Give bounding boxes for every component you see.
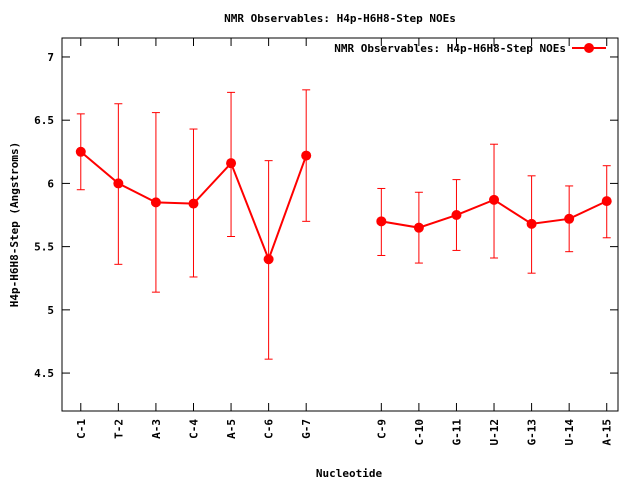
x-tick-label: C-4: [187, 419, 200, 439]
series-layer: [75, 89, 612, 360]
y-tick-label: 4.5: [34, 367, 54, 380]
y-tick-label: 5.5: [34, 241, 54, 254]
data-point: [263, 254, 274, 265]
x-tick-label: C-10: [413, 419, 426, 446]
data-point: [376, 216, 387, 227]
data-point: [489, 194, 500, 205]
legend: NMR Observables: H4p-H6H8-Step NOEs: [334, 42, 606, 55]
x-axis: C-1 T-2 A-3 C-4 A-5 C-6 G-7 C-9 C-10 G-11 U-12 G-13…: [75, 38, 614, 446]
x-tick-label: G-11: [450, 419, 463, 446]
y-tick-label: 7: [47, 51, 54, 64]
data-point: [150, 197, 161, 208]
y-tick-label: 5: [47, 304, 54, 317]
x-tick-label: U-14: [563, 419, 576, 446]
data-point: [601, 196, 612, 207]
x-tick-label: U-12: [488, 419, 501, 446]
data-point: [451, 210, 462, 221]
plot-frame: [61, 37, 619, 412]
data-point: [188, 198, 199, 209]
y-tick-label: 6: [47, 177, 54, 190]
x-tick-label: A-3: [150, 419, 163, 439]
data-point: [113, 178, 124, 189]
y-tick-label: 6.5: [34, 114, 54, 127]
x-tick-label: C-9: [375, 419, 388, 439]
y-axis: 4.5 5 5.5 6 6.5 7: [34, 51, 618, 380]
data-point: [301, 150, 312, 161]
x-tick-label: T-2: [112, 419, 125, 439]
chart-title: NMR Observables: H4p-H6H8-Step NOEs: [224, 12, 456, 25]
data-point: [564, 213, 575, 224]
data-point: [226, 158, 237, 169]
data-point: [413, 222, 424, 233]
x-tick-label: C-6: [263, 419, 276, 439]
x-axis-label: Nucleotide: [316, 467, 383, 480]
x-tick-label: A-5: [225, 419, 238, 439]
x-tick-label: C-1: [75, 419, 88, 439]
legend-marker-swatch: [584, 43, 594, 53]
y-axis-label: H4p-H6H8-Step (Angstroms): [8, 142, 21, 308]
legend-label: NMR Observables: H4p-H6H8-Step NOEs: [334, 42, 566, 55]
data-point: [526, 218, 537, 229]
x-tick-label: G-7: [300, 419, 313, 439]
x-tick-label: A-15: [601, 419, 614, 446]
data-point: [75, 146, 86, 157]
x-tick-label: G-13: [526, 419, 539, 446]
